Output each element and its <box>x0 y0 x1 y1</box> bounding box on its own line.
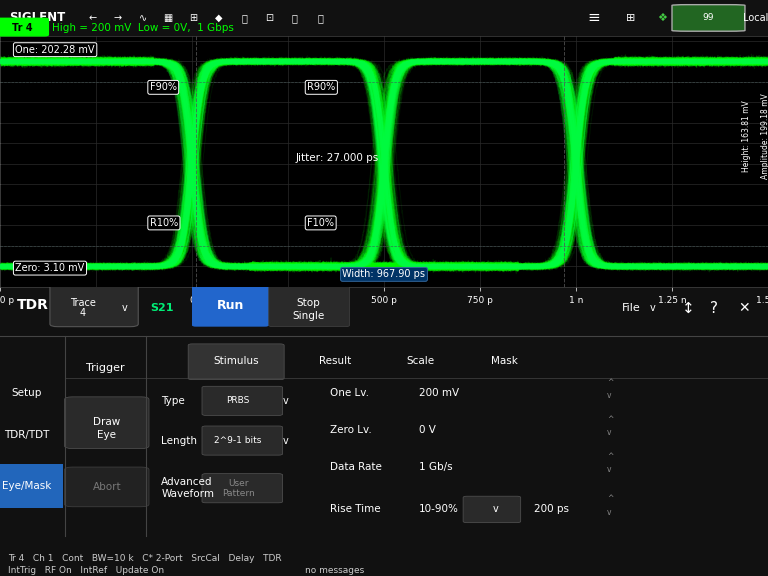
Text: 📷: 📷 <box>317 13 323 23</box>
Text: F90%: F90% <box>150 82 177 92</box>
Text: ↕: ↕ <box>682 301 695 316</box>
Text: 2^9-1 bits: 2^9-1 bits <box>214 436 262 445</box>
FancyBboxPatch shape <box>202 386 283 415</box>
Text: Trace: Trace <box>70 298 96 308</box>
FancyBboxPatch shape <box>463 496 521 522</box>
Text: 200 ps: 200 ps <box>534 505 569 514</box>
Text: Abort: Abort <box>92 482 121 492</box>
Text: v: v <box>607 465 611 474</box>
Text: ^: ^ <box>607 452 613 461</box>
Text: Type: Type <box>161 396 185 406</box>
Text: 10-90%: 10-90% <box>419 505 458 514</box>
FancyBboxPatch shape <box>65 467 149 507</box>
Text: 💾: 💾 <box>292 13 298 23</box>
Text: Stimulus: Stimulus <box>213 356 259 366</box>
Text: Result: Result <box>319 356 352 366</box>
Text: High = 200 mV  Low = 0V,  1 Gbps: High = 200 mV Low = 0V, 1 Gbps <box>52 23 234 33</box>
Text: v: v <box>283 435 288 446</box>
Text: →: → <box>114 13 121 23</box>
Text: ^: ^ <box>607 415 613 424</box>
Text: ⊞: ⊞ <box>190 13 197 23</box>
Text: ^: ^ <box>607 494 613 503</box>
Text: Trigger: Trigger <box>86 363 124 373</box>
Text: Mask: Mask <box>492 356 518 366</box>
Text: Length: Length <box>161 435 197 446</box>
Text: 1 Gb/s: 1 Gb/s <box>419 462 452 472</box>
Text: Single: Single <box>293 311 325 321</box>
Text: v: v <box>121 303 127 313</box>
Text: Scale: Scale <box>406 356 434 366</box>
FancyBboxPatch shape <box>0 464 63 508</box>
Text: Jitter: 27.000 ps: Jitter: 27.000 ps <box>296 153 379 162</box>
Text: Eye: Eye <box>98 430 116 440</box>
Text: ^: ^ <box>607 378 613 387</box>
Text: 200 mV: 200 mV <box>419 388 458 398</box>
Text: R90%: R90% <box>307 82 336 92</box>
Text: S21: S21 <box>150 303 174 313</box>
Text: Setup: Setup <box>12 388 42 398</box>
Text: ▦: ▦ <box>164 13 173 23</box>
FancyBboxPatch shape <box>672 5 745 31</box>
Text: Run: Run <box>217 299 244 312</box>
Text: ⊞: ⊞ <box>626 13 635 23</box>
Text: ∿: ∿ <box>139 13 147 23</box>
Text: ❖: ❖ <box>657 13 667 23</box>
Text: Eye/Mask: Eye/Mask <box>2 480 51 491</box>
Text: ≡: ≡ <box>588 10 601 25</box>
Text: One Lv.: One Lv. <box>330 388 369 398</box>
Text: F10%: F10% <box>307 218 334 228</box>
Text: SIGLENT: SIGLENT <box>9 12 65 24</box>
FancyBboxPatch shape <box>202 473 283 503</box>
Text: 0 V: 0 V <box>419 425 435 435</box>
Text: Draw: Draw <box>93 417 121 427</box>
FancyBboxPatch shape <box>0 18 48 36</box>
FancyBboxPatch shape <box>188 344 284 380</box>
Text: v: v <box>607 428 611 437</box>
Text: v: v <box>607 391 611 400</box>
Text: Local: Local <box>743 13 768 23</box>
FancyBboxPatch shape <box>50 285 138 327</box>
Text: Height: 163.81 mV: Height: 163.81 mV <box>742 100 751 172</box>
Text: File: File <box>622 303 641 313</box>
Text: ⊡: ⊡ <box>266 13 273 23</box>
Text: Zero: 3.10 mV: Zero: 3.10 mV <box>15 263 84 273</box>
FancyBboxPatch shape <box>269 285 349 327</box>
Text: TDR: TDR <box>17 298 49 313</box>
Text: Zero Lv.: Zero Lv. <box>330 425 372 435</box>
Text: TDR/TDT: TDR/TDT <box>4 430 50 440</box>
Text: v: v <box>492 505 498 514</box>
Text: Data Rate: Data Rate <box>330 462 382 472</box>
Text: Advanced
Waveform: Advanced Waveform <box>161 478 214 499</box>
Text: ◆: ◆ <box>215 13 223 23</box>
Text: v: v <box>607 507 611 517</box>
Text: ?: ? <box>710 301 718 316</box>
FancyBboxPatch shape <box>192 285 269 327</box>
Text: Stop: Stop <box>297 298 320 308</box>
Text: PRBS: PRBS <box>227 396 250 406</box>
Text: IntTrig   RF On   IntRef   Update On                                            : IntTrig RF On IntRef Update On <box>8 566 364 575</box>
Text: 🗑: 🗑 <box>241 13 247 23</box>
FancyBboxPatch shape <box>65 397 149 449</box>
Text: One: 202.28 mV: One: 202.28 mV <box>15 45 95 55</box>
Text: ✕: ✕ <box>738 301 750 315</box>
Text: 4: 4 <box>80 308 86 319</box>
Text: Amplitude: 199.18 mV: Amplitude: 199.18 mV <box>761 93 768 179</box>
FancyBboxPatch shape <box>202 426 283 455</box>
Text: Tr 4: Tr 4 <box>12 23 32 33</box>
Text: v: v <box>650 303 655 313</box>
Text: R10%: R10% <box>150 218 178 228</box>
Text: User
Pattern: User Pattern <box>222 479 254 498</box>
Text: Rise Time: Rise Time <box>330 505 381 514</box>
Text: Width: 967.90 ps: Width: 967.90 ps <box>343 270 425 279</box>
Text: Tr 4   Ch 1   Cont   BW=10 k   C* 2-Port   SrcCal   Delay   TDR: Tr 4 Ch 1 Cont BW=10 k C* 2-Port SrcCal … <box>8 554 281 563</box>
Text: 99: 99 <box>703 13 713 22</box>
Text: v: v <box>283 396 288 406</box>
Text: ←: ← <box>88 13 96 23</box>
